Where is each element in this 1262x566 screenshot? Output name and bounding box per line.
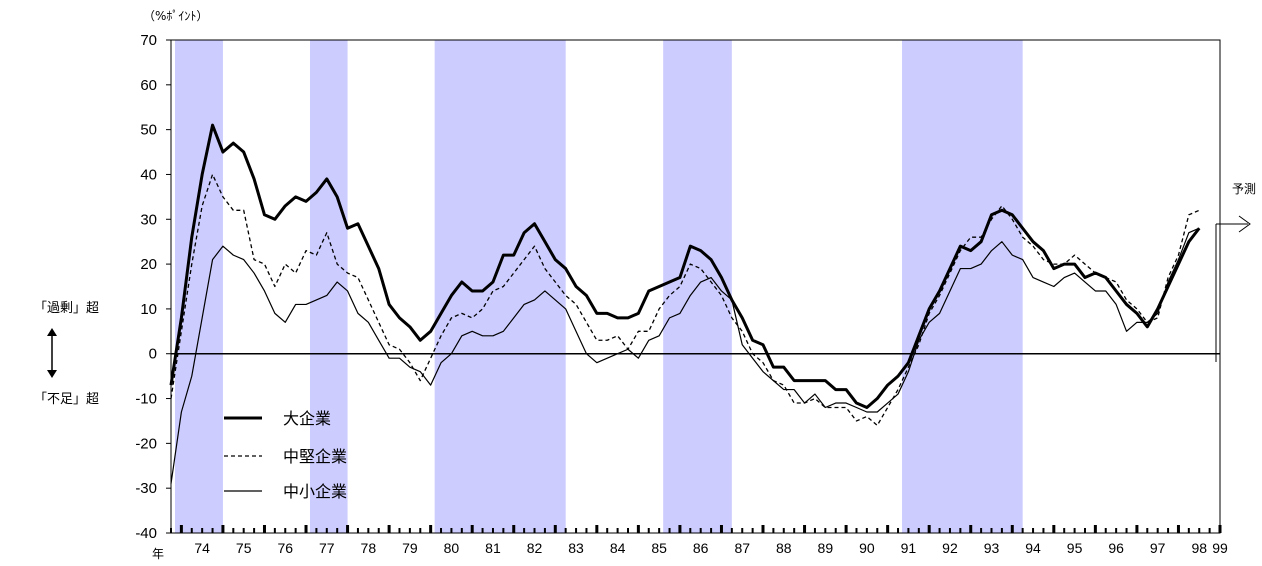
series-lines [169, 123, 1201, 484]
y-unit-label: （%ﾎﾟｲﾝﾄ） [143, 9, 209, 23]
recession-band [902, 40, 1023, 533]
y-tick-label: 20 [140, 256, 157, 273]
year-label: 年 [152, 547, 165, 561]
recession-band [310, 40, 348, 533]
x-tick-label: 77 [319, 540, 335, 556]
x-tick-label: 85 [651, 540, 667, 556]
y-tick-label: 40 [140, 166, 157, 183]
x-tick-label: 76 [277, 540, 293, 556]
x-tick-label: 97 [1150, 540, 1166, 556]
y-tick-label: -20 [135, 435, 157, 452]
legend-label: 中堅企業 [283, 447, 347, 466]
x-tick-label: 84 [610, 540, 626, 556]
legend-label: 大企業 [283, 409, 331, 428]
forecast-arrow-icon [1238, 215, 1251, 233]
y-axis: 70 60 50 40 30 20 10 0 -10 -20 -30 -40 [135, 32, 171, 542]
x-tick-label: 74 [194, 540, 210, 556]
shortage-label: 「不足」超 [34, 392, 100, 407]
x-axis: 74 75 76 77 78 79 80 81 82 83 84 85 86 87 88 89 90 91 92 93… [170, 525, 1228, 556]
y-tick-label: 70 [140, 32, 157, 49]
x-tick-label: 93 [984, 540, 1000, 556]
recession-band [175, 40, 223, 533]
x-tick-label: 94 [1025, 540, 1041, 556]
x-tick-label: 80 [444, 540, 460, 556]
y-tick-label: 10 [140, 301, 157, 318]
x-tick-label: 99 [1212, 540, 1228, 556]
y-tick-label: -40 [135, 525, 157, 542]
y-tick-label: -10 [135, 391, 157, 408]
series-line-thin [170, 227, 1200, 484]
surplus-label: 「過剰」超 [34, 301, 100, 316]
x-tick-label: 79 [402, 540, 418, 556]
x-tick-label: 88 [776, 540, 792, 556]
series-line-dashed [170, 173, 1200, 427]
x-tick-label: 89 [818, 540, 834, 556]
plot-frame [170, 39, 1221, 534]
x-tick-label: 81 [485, 540, 501, 556]
y-tick-label: -30 [135, 480, 157, 497]
legend-label: 中小企業 [283, 482, 347, 501]
double-arrow-icon [47, 328, 57, 378]
y-tick-label: 0 [149, 346, 157, 363]
x-tick-label: 75 [236, 540, 252, 556]
x-tick-label: 78 [361, 540, 377, 556]
y-tick-label: 60 [140, 77, 157, 94]
x-tick-label: 87 [734, 540, 750, 556]
forecast-marker [1215, 215, 1251, 362]
y-tick-label: 30 [140, 211, 157, 228]
x-tick-label: 91 [901, 540, 917, 556]
x-tick-label: 98 [1191, 540, 1207, 556]
x-tick-label: 82 [527, 540, 543, 556]
x-tick-label: 83 [568, 540, 584, 556]
y-tick-label: 50 [140, 122, 157, 139]
shaded-periods [175, 40, 1023, 533]
plot-border [170, 39, 1221, 534]
series-line-bold [169, 123, 1201, 410]
x-tick-label: 92 [942, 540, 958, 556]
forecast-label: 予測 [1232, 182, 1257, 196]
x-tick-label: 95 [1067, 540, 1083, 556]
recession-band [434, 40, 566, 533]
x-tick-label: 90 [859, 540, 875, 556]
x-tick-label: 96 [1108, 540, 1124, 556]
x-tick-label: 86 [693, 540, 709, 556]
